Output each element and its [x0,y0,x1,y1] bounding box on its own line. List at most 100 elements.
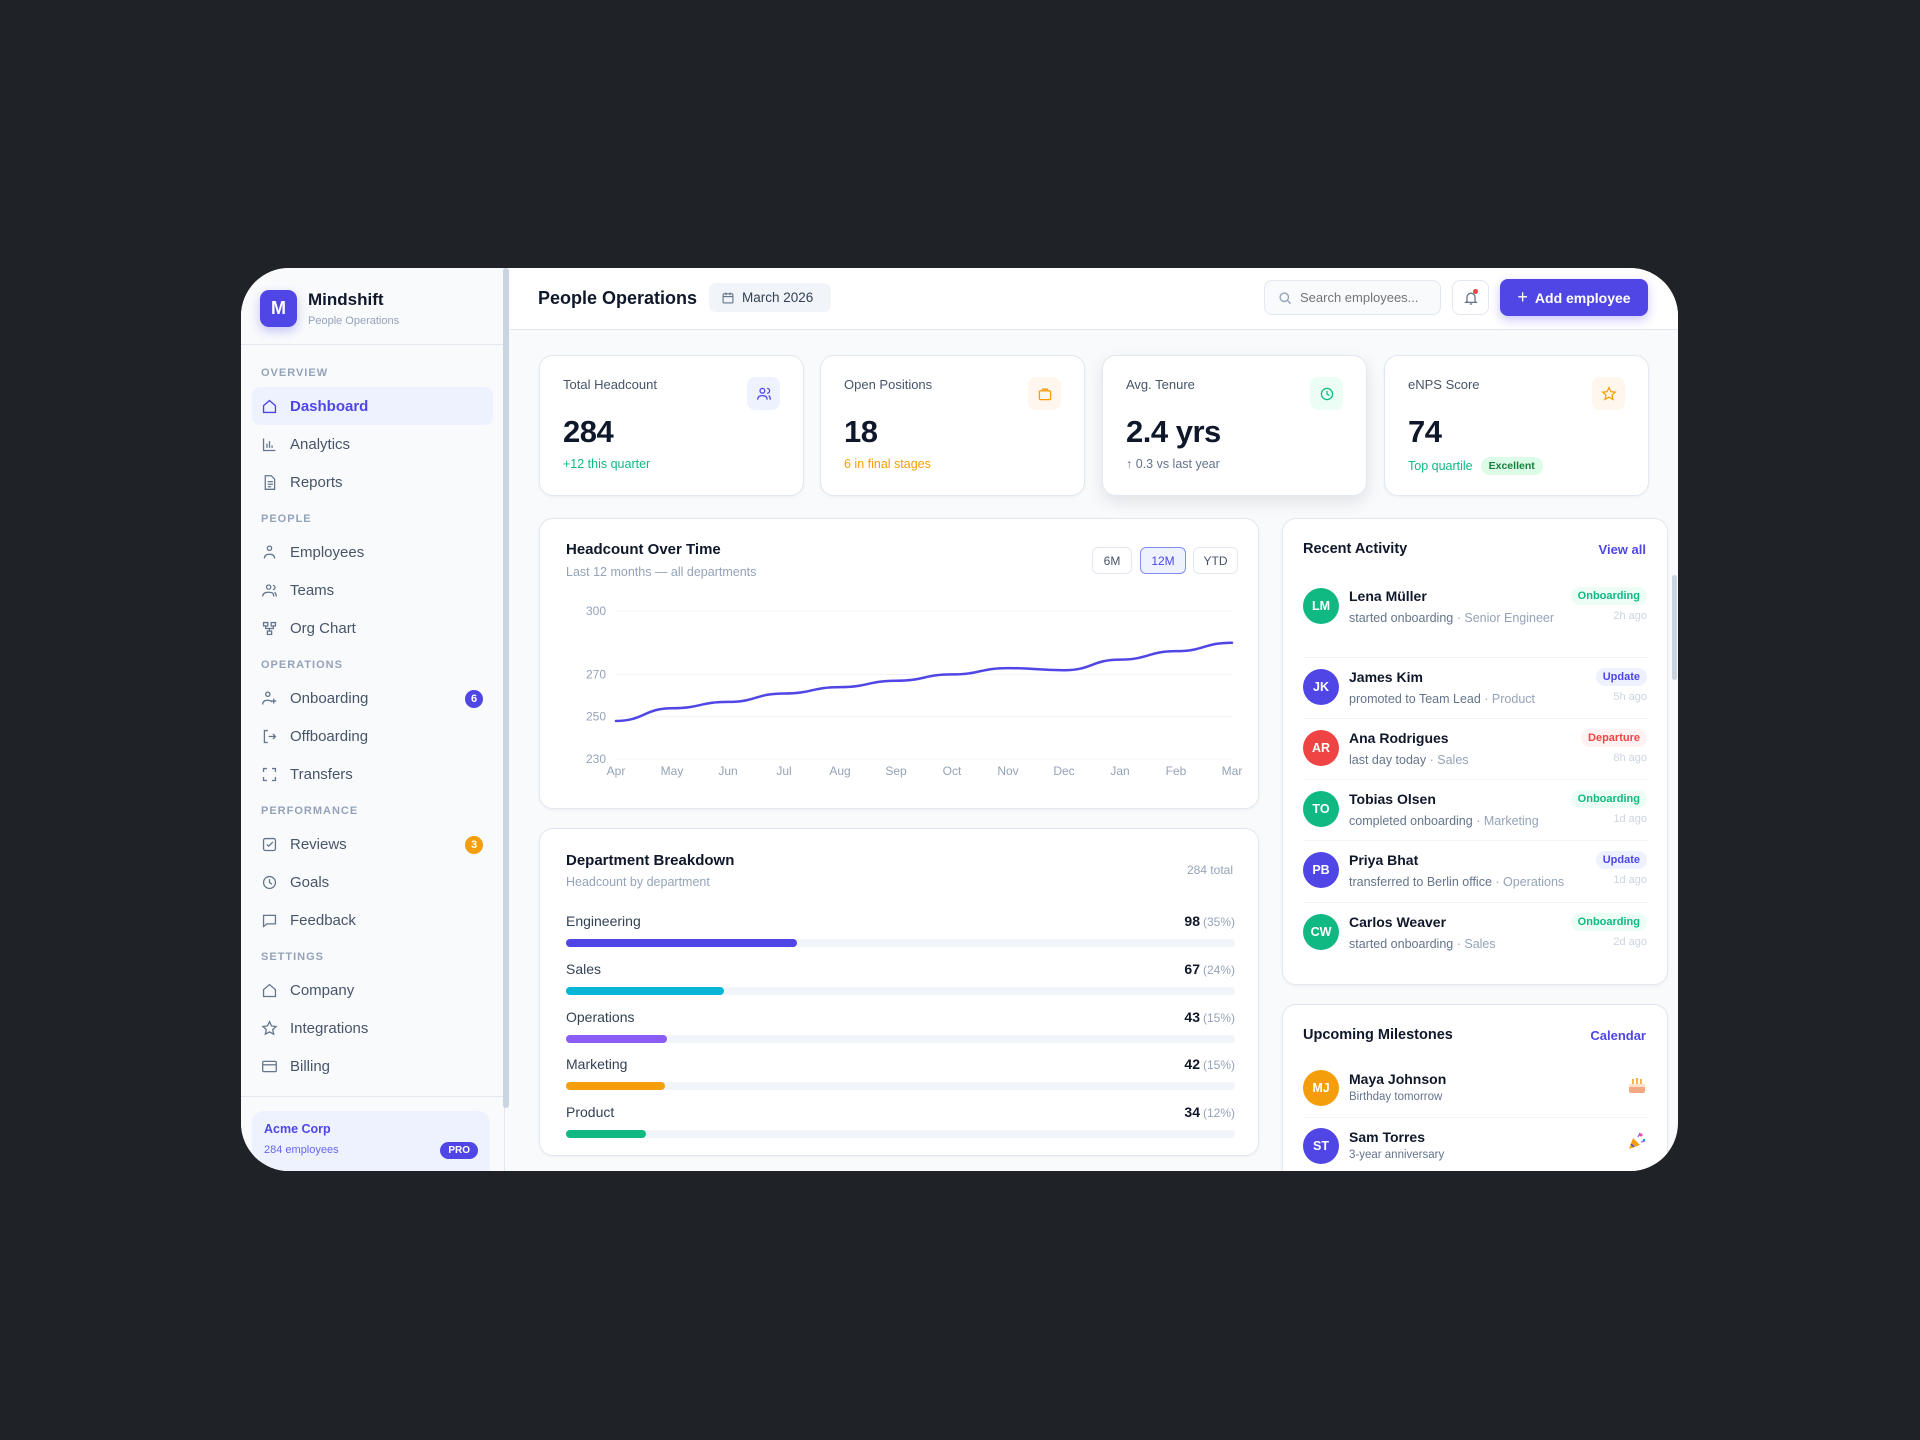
sidebar-item-label: Teams [290,581,335,599]
kpi-card-open-positions: Open Positions 18 6 in final stages [820,355,1085,496]
sidebar-item-reports[interactable]: Reports [252,463,493,501]
cake-icon [1629,1078,1645,1093]
department-count: 67 (24%) [1184,961,1235,977]
activity-description: started onboarding · Senior Engineer [1349,608,1579,628]
activity-time: 8h ago [1613,752,1647,764]
kpi-label: Open Positions [844,377,933,392]
sidebar-item-label: Goals [290,873,330,891]
avatar: ST [1303,1128,1339,1164]
search-box[interactable] [1264,280,1441,315]
sidebar-item-label: Analytics [290,435,351,453]
kpi-subtext: 6 in final stages [844,457,931,471]
x-tick-label: Jun [718,764,737,778]
sidebar-item-employees[interactable]: Employees [252,533,493,571]
activity-action: started onboarding [1349,611,1454,625]
page-title: People Operations [538,288,698,308]
activity-description: last day today · Sales [1349,750,1579,770]
sidebar-item-feedback[interactable]: Feedback [252,901,493,939]
department-name: Engineering [566,913,641,929]
clock-icon [262,875,277,889]
range-ytd-button[interactable]: YTD [1193,547,1238,574]
sidebar-item-company[interactable]: Company [252,971,493,1009]
add-employee-label: Add employee [1534,289,1631,306]
add-employee-button[interactable]: + Add employee [1500,279,1648,316]
activity-type-badge: Onboarding [1570,913,1647,931]
department-percent: (35%) [1202,915,1235,929]
activity-description: completed onboarding · Marketing [1349,811,1579,831]
x-tick-label: Jul [776,764,791,778]
search-input[interactable] [1300,290,1435,305]
checkbox-icon [262,837,277,851]
x-tick-label: Aug [829,764,850,778]
org-name: Acme Corp [264,1122,331,1136]
divider [1303,779,1648,780]
activity-name: Carlos Weaver [1349,914,1447,930]
sidebar-item-dashboard[interactable]: Dashboard [252,387,493,425]
sidebar-item-label: Transfers [290,765,353,783]
activity-name: James Kim [1349,669,1423,685]
building-icon [262,983,277,997]
activity-action: completed onboarding [1349,814,1473,828]
bar-chart-icon [262,438,276,451]
date-picker[interactable]: March 2026 [709,283,831,312]
department-bar-fill [566,939,797,947]
chat-icon [262,914,277,928]
sidebar-item-teams[interactable]: Teams [252,571,493,609]
section-label: SETTINGS [261,951,325,963]
sidebar-item-reviews[interactable]: Reviews 3 [252,825,493,863]
activity-type-badge: Onboarding [1570,587,1647,605]
activity-action: promoted to Team Lead [1349,692,1481,706]
department-bar-fill [566,987,724,995]
range-6m-button[interactable]: 6M [1092,547,1132,574]
sidebar-item-integrations[interactable]: Integrations [252,1009,493,1047]
view-all-link[interactable]: View all [1598,542,1646,557]
avatar: MJ [1303,1070,1339,1106]
main-scrollbar[interactable] [1672,575,1677,680]
sidebar-item-billing[interactable]: Billing [252,1047,493,1085]
avatar: LM [1303,588,1339,624]
activity-time: 5h ago [1613,691,1647,703]
milestones-title: Upcoming Milestones [1303,1027,1453,1043]
avatar: JK [1303,669,1339,705]
department-bar-track [566,1130,1235,1138]
sidebar-item-analytics[interactable]: Analytics [252,425,493,463]
star-icon [1592,377,1625,410]
x-tick-label: Dec [1053,764,1074,778]
org-chart-icon [262,621,277,635]
milestone-name: Maya Johnson [1349,1071,1447,1087]
x-tick-label: Nov [997,764,1018,778]
activity-type-badge: Onboarding [1570,790,1647,808]
sidebar-item-org-chart[interactable]: Org Chart [252,609,493,647]
calendar-link[interactable]: Calendar [1590,1028,1646,1043]
department-count-value: 98 [1184,913,1200,929]
sidebar-item-transfers[interactable]: Transfers [252,755,493,793]
department-bar-fill [566,1035,668,1043]
divider [1303,902,1648,903]
sidebar-item-label: Onboarding [290,689,369,707]
user-plus-icon [262,690,277,705]
sidebar-item-offboarding[interactable]: Offboarding [252,717,493,755]
x-tick-label: Apr [607,764,626,778]
notifications-button[interactable] [1452,280,1489,315]
sidebar-scrollbar[interactable] [503,268,509,1108]
sidebar-item-label: Integrations [290,1019,369,1037]
sidebar-item-goals[interactable]: Goals [252,863,493,901]
upcoming-milestones-card: Upcoming Milestones Calendar MJ Maya Joh… [1282,1004,1668,1171]
sidebar-item-onboarding[interactable]: Onboarding 6 [252,679,493,717]
headcount-series-line [614,641,1234,723]
activity-type-badge: Update [1595,851,1647,869]
section-label: OPERATIONS [261,659,343,671]
sidebar-item-label: Employees [290,543,365,561]
users-icon [747,377,780,410]
kpi-label: eNPS Score [1408,377,1480,392]
kpi-card-headcount: Total Headcount 284 +12 this quarter [539,355,804,496]
kpi-value: 74 [1408,414,1442,449]
department-bar-fill [566,1082,665,1090]
activity-description: started onboarding · Sales [1349,934,1579,954]
org-card[interactable]: Acme Corp 284 employees PRO [252,1111,490,1171]
brand-subtitle: People Operations [308,315,400,327]
sidebar-item-label: Reports [290,473,343,491]
activity-action: last day today [1349,753,1427,767]
transfer-icon [262,767,277,781]
range-12m-button[interactable]: 12M [1140,547,1186,574]
